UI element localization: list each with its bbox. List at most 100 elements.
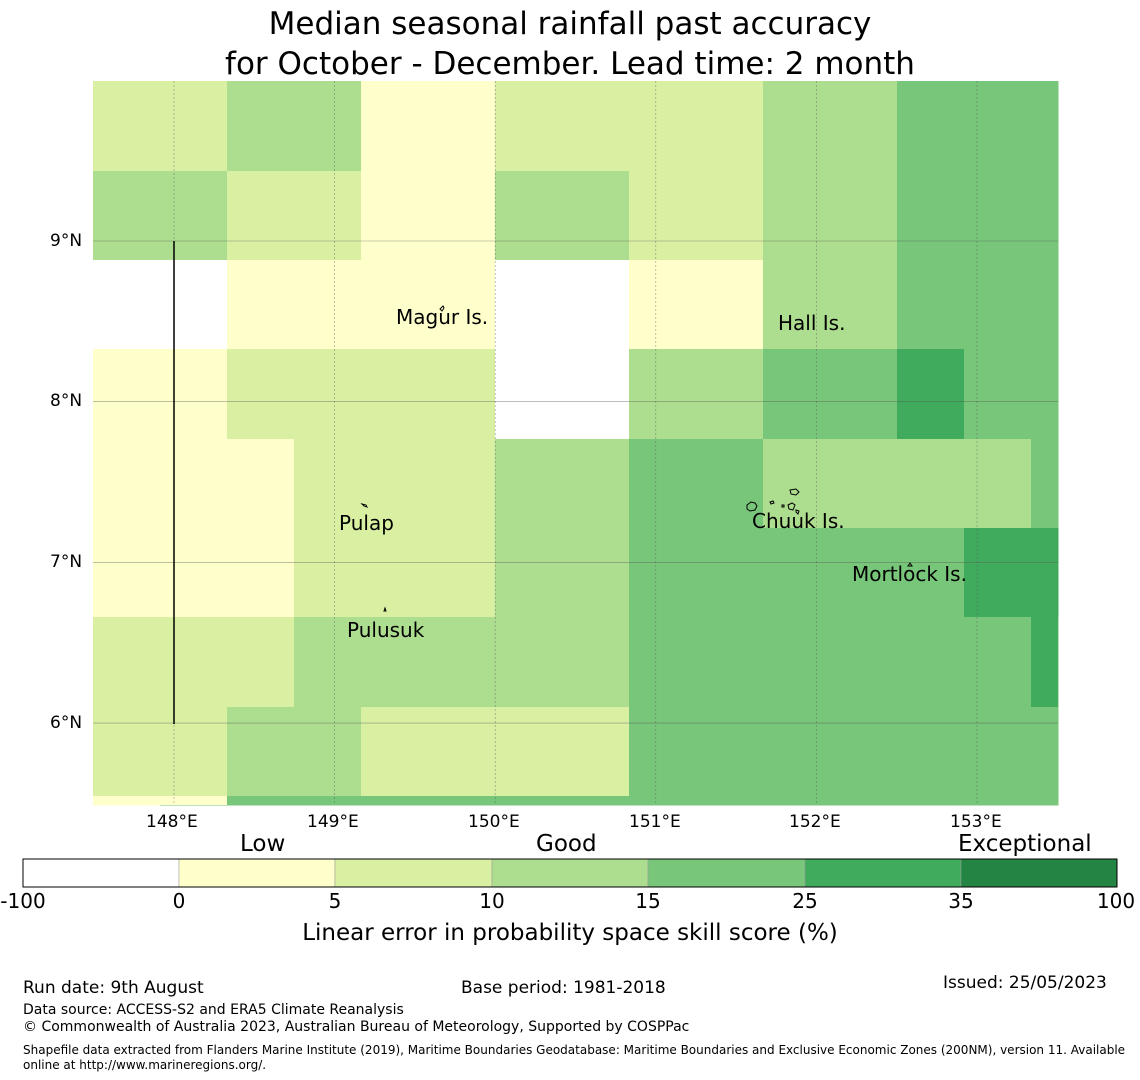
skill-cell bbox=[495, 439, 563, 529]
skill-cell bbox=[830, 528, 898, 618]
skill-cell bbox=[227, 796, 1058, 805]
skill-cell bbox=[227, 81, 295, 172]
skill-cell bbox=[629, 528, 697, 618]
island-outline bbox=[769, 500, 775, 505]
copyright-notice: © Commonwealth of Australia 2023, Austra… bbox=[23, 1019, 690, 1035]
island-outline bbox=[383, 606, 387, 612]
legend-category-good: Good bbox=[536, 831, 597, 857]
x-tick-148e: 148°E bbox=[146, 812, 198, 832]
island-label-pulusuk: Pulusuk bbox=[347, 618, 425, 642]
skill-cell bbox=[294, 528, 362, 618]
skill-cell bbox=[361, 528, 429, 618]
island-outline bbox=[746, 501, 758, 512]
skill-cell bbox=[696, 617, 764, 708]
skill-cell bbox=[428, 617, 496, 708]
skill-cell bbox=[629, 171, 697, 261]
skill-cell bbox=[227, 171, 295, 261]
skill-cell bbox=[897, 528, 965, 618]
skill-cell bbox=[160, 528, 228, 618]
skill-cell bbox=[763, 349, 831, 440]
skill-cell bbox=[495, 617, 563, 708]
colorbar-swatch bbox=[334, 858, 493, 888]
skill-cell bbox=[562, 439, 630, 529]
skill-cell bbox=[830, 171, 898, 261]
x-tick-150e: 150°E bbox=[468, 812, 520, 832]
skill-cell bbox=[294, 439, 362, 529]
skill-cell bbox=[830, 617, 898, 708]
colorbar-swatch bbox=[647, 858, 806, 888]
skill-cell bbox=[830, 81, 898, 172]
colorbar bbox=[22, 858, 1118, 888]
skill-cell bbox=[294, 260, 362, 350]
island-outline bbox=[781, 504, 785, 508]
y-tick-8n: 8°N bbox=[50, 391, 83, 411]
skill-cell bbox=[1031, 81, 1058, 349]
skill-cell bbox=[160, 171, 228, 261]
skill-cell bbox=[897, 617, 965, 708]
skill-cell bbox=[495, 260, 563, 350]
skill-cell bbox=[361, 617, 429, 708]
skill-cell bbox=[763, 81, 831, 172]
colorbar-tick-5: 5 bbox=[328, 889, 342, 913]
base-period: Base period: 1981-2018 bbox=[461, 978, 666, 998]
skill-cell bbox=[160, 81, 228, 172]
skill-cell bbox=[227, 617, 295, 708]
skill-cell bbox=[696, 349, 764, 440]
skill-cell bbox=[562, 171, 630, 261]
colorbar-tick-100: 100 bbox=[1096, 889, 1136, 913]
x-tick-151e: 151°E bbox=[629, 812, 681, 832]
skill-cell bbox=[696, 439, 764, 529]
skill-cell bbox=[897, 171, 965, 261]
skill-cell bbox=[763, 260, 831, 350]
island-outlines bbox=[360, 305, 913, 612]
skill-cell bbox=[294, 171, 362, 261]
skill-cell bbox=[696, 707, 764, 797]
skill-cell bbox=[227, 528, 295, 618]
skill-cell bbox=[93, 349, 161, 440]
skill-cell bbox=[361, 81, 429, 172]
skill-cell bbox=[629, 617, 697, 708]
skill-cell bbox=[562, 617, 630, 708]
skill-cell bbox=[830, 349, 898, 440]
island-label-hall: Hall Is. bbox=[778, 311, 846, 335]
skill-cell bbox=[830, 707, 898, 797]
colorbar-swatch bbox=[22, 858, 180, 888]
skill-cell bbox=[562, 528, 630, 618]
skill-cell bbox=[428, 349, 496, 440]
skill-cell bbox=[294, 707, 362, 797]
colorbar-tick-15: 15 bbox=[635, 889, 661, 913]
colorbar-tick-minus100: -100 bbox=[0, 889, 46, 913]
colorbar-swatch bbox=[178, 858, 336, 888]
island-outline bbox=[907, 562, 913, 567]
y-tick-7n: 7°N bbox=[50, 552, 83, 572]
skill-cell bbox=[428, 81, 496, 172]
skill-cell bbox=[562, 260, 630, 350]
skill-cell bbox=[495, 81, 563, 172]
skill-cell bbox=[964, 707, 1059, 797]
skill-cell bbox=[696, 81, 764, 172]
skill-cell bbox=[361, 439, 429, 529]
skill-grid bbox=[93, 81, 1059, 806]
legend-category-low: Low bbox=[240, 831, 286, 857]
skill-cell bbox=[93, 81, 161, 172]
skill-cell bbox=[629, 81, 697, 172]
map-title-line-1: Median seasonal rainfall past accuracy bbox=[268, 6, 872, 42]
island-label-magur: Magur Is. bbox=[396, 305, 489, 329]
island-label-chuuk: Chuuk Is. bbox=[752, 509, 845, 533]
skill-cell bbox=[897, 349, 965, 440]
skill-cell bbox=[763, 171, 831, 261]
colorbar-tick-25: 25 bbox=[792, 889, 818, 913]
island-outline bbox=[795, 509, 800, 515]
x-tick-149e: 149°E bbox=[307, 812, 359, 832]
skill-cell bbox=[629, 707, 697, 797]
skill-cell bbox=[495, 171, 563, 261]
skill-cell bbox=[763, 439, 1031, 528]
run-date: Run date: 9th August bbox=[23, 978, 204, 998]
colorbar-title: Linear error in probability space skill … bbox=[302, 920, 838, 946]
colorbar-swatch bbox=[960, 858, 1118, 888]
x-tick-153e: 153°E bbox=[950, 812, 1002, 832]
island-outline bbox=[439, 305, 445, 312]
skill-cell bbox=[696, 528, 764, 618]
skill-cell bbox=[964, 349, 1059, 440]
colorbar-tick-10: 10 bbox=[479, 889, 505, 913]
